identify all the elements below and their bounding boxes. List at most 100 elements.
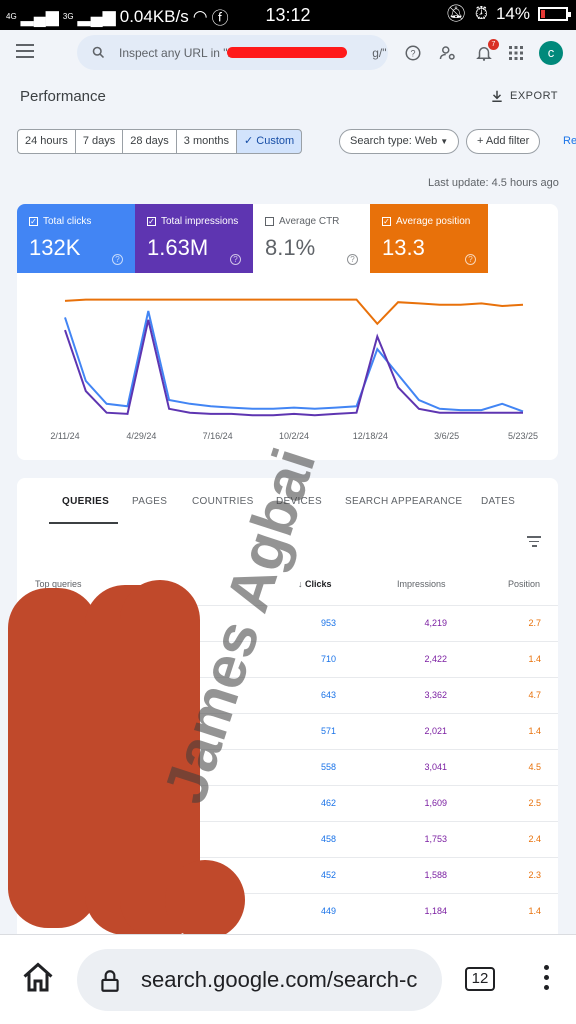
clicks-cell: 953	[320, 618, 336, 628]
search-type-dropdown[interactable]: Search type: Web ▼	[339, 129, 460, 154]
tab-dates[interactable]: DATES	[481, 496, 516, 507]
tab-countries[interactable]: COUNTRIES	[192, 496, 254, 507]
battery-icon	[538, 7, 571, 21]
metric-label: Average position	[396, 216, 471, 227]
help-icon[interactable]: ?	[401, 41, 425, 65]
svg-text:?: ?	[410, 48, 415, 58]
header-position[interactable]: Position	[508, 579, 541, 589]
series-line-1	[64, 319, 523, 417]
metric-total-clicks[interactable]: ✓ Total clicks 132K ?	[17, 204, 135, 273]
filter-rows-icon[interactable]	[527, 536, 541, 550]
impressions-cell: 3,362	[424, 690, 447, 700]
x-tick-label: 2/11/24	[50, 431, 79, 441]
impressions-cell: 4,219	[424, 618, 447, 628]
table-row[interactable]: 449 1,184 1.4	[17, 893, 558, 929]
clicks-cell: 462	[320, 798, 336, 808]
metric-label: Total clicks	[43, 216, 92, 227]
redacted-url-mark	[227, 47, 347, 58]
table-row[interactable]: 710 2,422 1.4	[17, 641, 558, 677]
table-row[interactable]: 558 3,041 4.5	[17, 749, 558, 785]
checkbox-checked-icon: ✓	[147, 217, 156, 226]
table-row[interactable]: 458 1,753 2.4	[17, 821, 558, 857]
inspect-url-search[interactable]: Inspect any URL in "h g/"	[77, 35, 388, 70]
x-tick-label: 10/2/24	[279, 431, 309, 441]
menu-icon[interactable]	[16, 44, 34, 62]
tab-queries[interactable]: QUERIES	[62, 496, 110, 507]
clicks-cell: 643	[320, 690, 336, 700]
checkbox-unchecked-icon	[265, 217, 274, 226]
help-icon[interactable]: ?	[230, 254, 241, 265]
position-cell: 1.4	[528, 654, 541, 664]
caret-down-icon: ▼	[440, 137, 449, 146]
export-label: EXPORT	[510, 90, 559, 102]
last-update: Last update: 4.5 hours ago	[428, 177, 559, 189]
browser-bottom-bar: search.google.com/search-c 12	[0, 934, 576, 1024]
search-icon	[92, 46, 105, 59]
tab-devices[interactable]: DEVICES	[276, 496, 323, 507]
help-icon[interactable]: ?	[112, 254, 123, 265]
search-type-label: Search type: Web	[350, 135, 438, 147]
account-avatar[interactable]: c	[539, 41, 563, 65]
add-filter-button[interactable]: + Add filter	[466, 129, 541, 154]
lock-icon	[101, 970, 119, 992]
metric-average-position[interactable]: ✓ Average position 13.3 ?	[370, 204, 488, 273]
position-cell: 2.5	[528, 798, 541, 808]
impressions-cell: 1,609	[424, 798, 447, 808]
mute-icon: 🔕︎	[445, 4, 467, 23]
check-icon: ✓	[244, 135, 257, 147]
network-type-2: 3G	[62, 11, 74, 21]
date-filter-custom[interactable]: ✓ Custom	[236, 129, 303, 154]
search-placeholder: Inspect any URL in "h g/"	[119, 46, 387, 60]
impressions-cell: 2,021	[424, 726, 447, 736]
header-impressions[interactable]: Impressions	[397, 579, 446, 589]
date-filter-24h[interactable]: 24 hours	[17, 129, 76, 154]
tab-pages[interactable]: PAGES	[132, 496, 168, 507]
notifications-icon[interactable]: 7	[472, 39, 499, 65]
series-line-2	[64, 298, 524, 326]
checkbox-checked-icon: ✓	[29, 217, 38, 226]
metric-label: Total impressions	[161, 216, 239, 227]
url-text: search.google.com/search-c	[141, 967, 418, 992]
table-row[interactable]: 571 2,021 1.4	[17, 713, 558, 749]
date-filter-3m[interactable]: 3 months	[175, 129, 238, 154]
x-tick-label: 3/6/25	[434, 431, 459, 441]
series-line-0	[64, 310, 524, 413]
position-cell: 2.7	[528, 618, 541, 628]
position-cell: 2.3	[528, 870, 541, 880]
clicks-cell: 449	[320, 906, 336, 916]
apps-grid-icon[interactable]	[504, 41, 528, 65]
help-icon[interactable]: ?	[465, 254, 476, 265]
performance-chart-card: ✓ Total clicks 132K ? ✓ Total impressions …	[17, 204, 558, 460]
header-top-queries[interactable]: Top queries	[35, 579, 82, 589]
status-bar: 4G ▂▄▆ 3G ▂▄▆ 0.04KB/s ◠ ⓕ 13:12 🔕︎ ⏰︎ 1…	[0, 0, 576, 30]
wifi-icon: ◠	[192, 6, 208, 26]
redaction-mark	[8, 588, 98, 928]
tab-switcher-button[interactable]: 12	[465, 967, 495, 991]
home-icon[interactable]	[20, 960, 56, 996]
notification-badge: 7	[488, 39, 499, 50]
date-range-filters: 24 hours 7 days 28 days 3 months ✓ Custo…	[17, 129, 303, 154]
impressions-cell: 1,184	[424, 906, 447, 916]
network-type: 4G	[6, 11, 17, 21]
help-icon[interactable]: ?	[347, 254, 358, 265]
app-bar: Inspect any URL in "h g/" ? 7 c	[0, 30, 576, 76]
more-menu-icon[interactable]	[544, 965, 550, 995]
user-settings-icon[interactable]	[436, 41, 460, 65]
network-speed: 0.04KB/s	[119, 6, 189, 26]
tab-search-appearance[interactable]: SEARCH APPEARANCE	[345, 496, 463, 507]
battery-percent: 14%	[495, 4, 530, 23]
date-filter-28d[interactable]: 28 days	[122, 129, 177, 154]
metric-average-ctr[interactable]: Average CTR 8.1% ?	[253, 204, 370, 273]
active-tab-indicator	[49, 522, 118, 524]
address-bar[interactable]: search.google.com/search-c	[77, 949, 442, 1011]
metric-total-impressions[interactable]: ✓ Total impressions 1.63M ?	[135, 204, 253, 273]
export-button[interactable]: EXPORT	[490, 89, 558, 103]
clicks-cell: 458	[320, 834, 336, 844]
impressions-cell: 2,422	[424, 654, 447, 664]
signal-icon-2: ▂▄▆	[77, 6, 116, 26]
table-row[interactable]: 462 1,609 2.5	[17, 785, 558, 821]
custom-label: Custom	[256, 135, 295, 147]
date-filter-7d[interactable]: 7 days	[74, 129, 124, 154]
header-clicks[interactable]: ↓ Clicks	[298, 579, 332, 589]
reset-filters-link[interactable]: Re	[563, 135, 576, 147]
